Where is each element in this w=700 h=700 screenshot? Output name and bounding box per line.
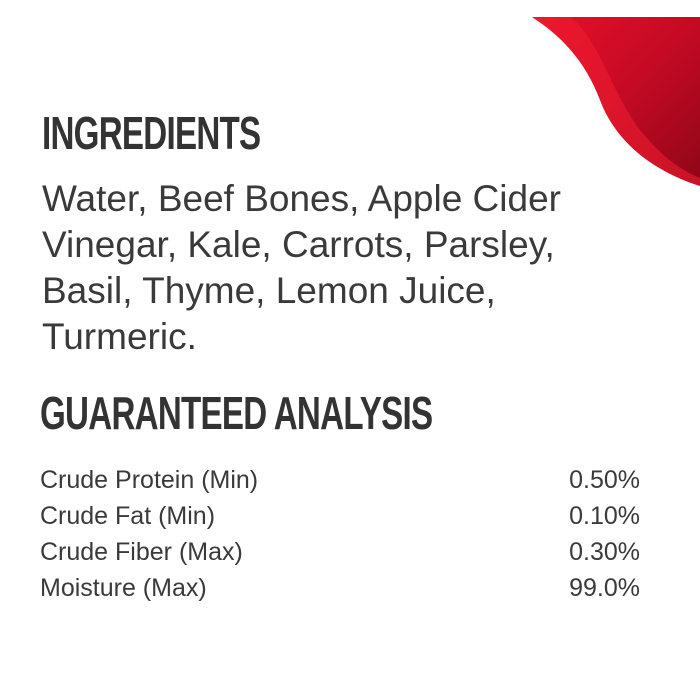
analysis-label: Moisture (Max) [40,574,207,602]
analysis-row: Crude Fat (Min) 0.10% [40,498,640,534]
guaranteed-analysis-table: Crude Protein (Min) 0.50% Crude Fat (Min… [40,462,640,606]
ingredients-heading: INGREDIENTS [42,107,261,159]
analysis-value: 0.10% [569,502,640,530]
analysis-value: 0.30% [569,538,640,566]
guaranteed-analysis-heading: GUARANTEED ANALYSIS [40,387,433,439]
analysis-value: 99.0% [569,574,640,602]
analysis-value: 0.50% [569,466,640,494]
analysis-row: Crude Protein (Min) 0.50% [40,462,640,498]
analysis-row: Moisture (Max) 99.0% [40,570,640,606]
analysis-label: Crude Fat (Min) [40,502,216,530]
ingredients-text: Water, Beef Bones, Apple Cider Vinegar, … [42,178,561,357]
analysis-row: Crude Fiber (Max) 0.30% [40,534,640,570]
analysis-label: Crude Fiber (Max) [40,538,243,566]
analysis-label: Crude Protein (Min) [40,466,259,494]
